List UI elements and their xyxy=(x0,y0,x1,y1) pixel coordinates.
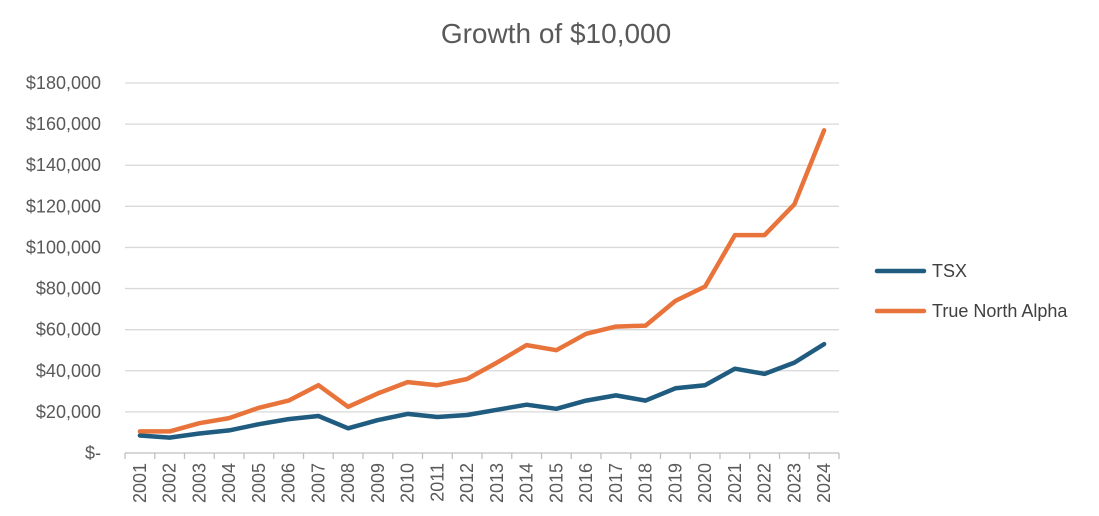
x-tick-label: 2017 xyxy=(606,463,626,503)
x-tick-label: 2021 xyxy=(725,463,745,503)
x-tick-label: 2006 xyxy=(279,463,299,503)
x-tick-label: 2013 xyxy=(487,463,507,503)
y-tick-label: $180,000 xyxy=(26,73,101,93)
y-tick-label: $120,000 xyxy=(26,196,101,216)
x-tick-label: 2016 xyxy=(576,463,596,503)
x-tick-label: 2020 xyxy=(695,463,715,503)
series-lines xyxy=(137,128,827,440)
x-tick-label: 2024 xyxy=(814,463,834,503)
x-tick-label: 2009 xyxy=(368,463,388,503)
y-tick-label: $80,000 xyxy=(36,279,101,299)
y-tick-label: $40,000 xyxy=(36,361,101,381)
x-axis-tick-labels: 2001 2002 2003 2004 2005 2006 2007 2008 2009 2010… xyxy=(130,463,834,503)
gridlines xyxy=(125,82,839,413)
x-tick-label: 2012 xyxy=(457,463,477,503)
x-tick-label: 2003 xyxy=(189,463,209,503)
x-tick-label: 2001 xyxy=(130,463,150,503)
y-tick-label: $- xyxy=(85,443,101,463)
x-tick-label: 2023 xyxy=(784,463,804,503)
y-tick-label: $160,000 xyxy=(26,114,101,134)
y-tick-label: $140,000 xyxy=(26,155,101,175)
y-axis-tick-labels: $- $20,000 $40,000 $60,000 $80,000 $100,000 $1… xyxy=(26,73,101,463)
legend-label: True North Alpha xyxy=(932,301,1068,321)
x-tick-label: 2010 xyxy=(398,463,418,503)
x-tick-label: 2008 xyxy=(338,463,358,503)
x-tick-label: 2005 xyxy=(249,463,269,503)
x-tick-label: 2014 xyxy=(517,463,537,503)
x-tick-label: 2002 xyxy=(160,463,180,503)
series-line-tsx xyxy=(137,341,827,440)
y-tick-label: $60,000 xyxy=(36,320,101,340)
y-tick-label: $20,000 xyxy=(36,402,101,422)
x-tick-label: 2011 xyxy=(427,463,447,502)
x-tick-label: 2018 xyxy=(636,463,656,503)
legend-label: TSX xyxy=(932,261,967,281)
chart-title: Growth of $10,000 xyxy=(441,18,671,49)
x-tick-label: 2015 xyxy=(546,463,566,503)
x-tick-label: 2019 xyxy=(665,463,685,503)
x-axis xyxy=(124,452,840,459)
x-tick-label: 2004 xyxy=(219,463,239,503)
legend: TSX True North Alpha xyxy=(874,261,1068,321)
x-tick-label: 2022 xyxy=(755,463,775,503)
x-tick-label: 2007 xyxy=(308,463,328,503)
series-line-true-north-alpha xyxy=(137,128,827,434)
y-tick-label: $100,000 xyxy=(26,237,101,257)
